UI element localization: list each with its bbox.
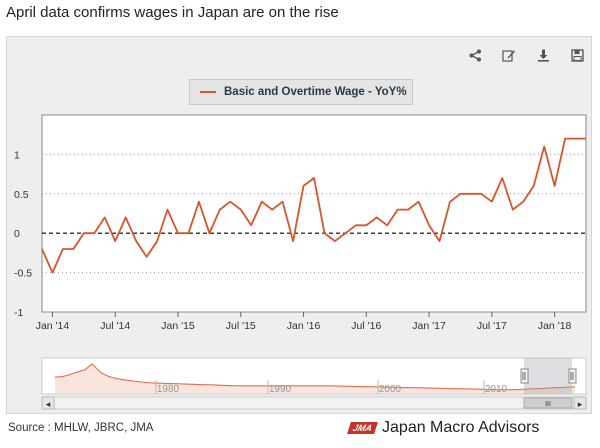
data-point[interactable] <box>343 231 348 236</box>
data-point[interactable] <box>374 215 379 220</box>
data-point[interactable] <box>416 199 421 204</box>
jma-logo: JMA Japan Macro Advisors <box>347 419 540 437</box>
data-point[interactable] <box>531 183 536 188</box>
data-point[interactable] <box>249 223 254 228</box>
share-icon[interactable] <box>466 46 484 64</box>
data-point[interactable] <box>81 231 86 236</box>
y-tick-label: 0 <box>14 228 20 240</box>
data-point[interactable] <box>155 239 160 244</box>
scrollbar-track[interactable] <box>41 396 587 410</box>
data-point[interactable] <box>353 223 358 228</box>
x-tick-label: Jul '17 <box>477 320 507 332</box>
data-point[interactable] <box>322 231 327 236</box>
y-tick-label: -0.5 <box>14 268 32 280</box>
source-note: Source : MHLW, JBRC, JMA <box>8 422 154 434</box>
x-tick-label: Jul '16 <box>351 320 381 332</box>
data-point[interactable] <box>92 231 97 236</box>
data-point[interactable] <box>542 144 547 149</box>
data-point[interactable] <box>427 223 432 228</box>
navigator-tick-label: 1990 <box>269 384 292 395</box>
data-point[interactable] <box>573 136 578 141</box>
data-point[interactable] <box>259 199 264 204</box>
x-tick-label: Jan '16 <box>287 320 321 332</box>
chart-toolbar <box>466 46 586 64</box>
x-tick-label: Jan '15 <box>161 320 195 332</box>
data-point[interactable] <box>521 199 526 204</box>
page-title: April data confirms wages in Japan are o… <box>6 4 339 21</box>
data-point[interactable] <box>113 239 118 244</box>
data-point[interactable] <box>510 207 515 212</box>
download-icon[interactable] <box>534 46 552 64</box>
data-point[interactable] <box>176 231 181 236</box>
data-point[interactable] <box>395 207 400 212</box>
data-point[interactable] <box>228 199 233 204</box>
scroll-right-button[interactable] <box>573 396 587 410</box>
navigator-tick-label: 1980 <box>157 384 180 395</box>
data-point[interactable] <box>165 207 170 212</box>
data-point[interactable] <box>207 231 212 236</box>
data-point[interactable] <box>134 239 139 244</box>
data-point[interactable] <box>563 136 568 141</box>
navigator-fill <box>55 364 575 394</box>
data-point[interactable] <box>60 246 65 251</box>
data-point[interactable] <box>144 254 149 259</box>
y-tick-label: 1 <box>14 149 20 161</box>
data-point[interactable] <box>238 207 243 212</box>
legend-label: Basic and Overtime Wage - YoY% <box>224 86 407 98</box>
data-point[interactable] <box>71 246 76 251</box>
scrollbar-thumb[interactable] <box>523 397 573 409</box>
data-point[interactable] <box>217 207 222 212</box>
legend-swatch <box>200 91 216 93</box>
data-point[interactable] <box>332 239 337 244</box>
plot-area <box>41 114 587 313</box>
data-point[interactable] <box>437 239 442 244</box>
data-point[interactable] <box>489 199 494 204</box>
logo-mark: JMA <box>347 422 378 434</box>
data-point[interactable] <box>364 223 369 228</box>
data-point[interactable] <box>448 199 453 204</box>
navigator-selection[interactable] <box>524 358 572 394</box>
data-point[interactable] <box>406 207 411 212</box>
data-point[interactable] <box>102 215 107 220</box>
data-point[interactable] <box>584 136 589 141</box>
scroll-left-button[interactable] <box>41 396 55 410</box>
data-point[interactable] <box>301 183 306 188</box>
data-point[interactable] <box>385 223 390 228</box>
y-tick-label: 0.5 <box>14 189 29 201</box>
data-point[interactable] <box>50 270 55 275</box>
data-point[interactable] <box>312 176 317 181</box>
data-point[interactable] <box>280 199 285 204</box>
data-point[interactable] <box>291 239 296 244</box>
navigator-tick-label: 2000 <box>379 384 402 395</box>
x-tick-label: Jan '17 <box>412 320 446 332</box>
data-point[interactable] <box>196 199 201 204</box>
chevron-right-icon: ▸ <box>578 400 583 410</box>
save-icon[interactable] <box>568 46 586 64</box>
data-point[interactable] <box>458 191 463 196</box>
data-point[interactable] <box>500 176 505 181</box>
x-tick-label: Jan '18 <box>538 320 572 332</box>
x-tick-label: Jul '15 <box>226 320 256 332</box>
series-line[interactable] <box>41 137 586 274</box>
data-point[interactable] <box>186 231 191 236</box>
data-point[interactable] <box>479 191 484 196</box>
data-point[interactable] <box>468 191 473 196</box>
data-point[interactable] <box>40 246 45 251</box>
x-tick-label: Jul '14 <box>100 320 130 332</box>
navigator-tick-label: 2010 <box>485 384 508 395</box>
data-point[interactable] <box>123 215 128 220</box>
logo-text: Japan Macro Advisors <box>382 419 540 436</box>
data-point[interactable] <box>270 207 275 212</box>
y-tick-label: -1 <box>14 307 23 319</box>
data-point[interactable] <box>552 183 557 188</box>
edit-icon[interactable] <box>500 46 518 64</box>
legend-item[interactable]: Basic and Overtime Wage - YoY% <box>189 79 413 105</box>
scrollbar-grip: III <box>545 401 551 408</box>
x-tick-label: Jan '14 <box>36 320 70 332</box>
chevron-left-icon: ◂ <box>46 400 51 410</box>
